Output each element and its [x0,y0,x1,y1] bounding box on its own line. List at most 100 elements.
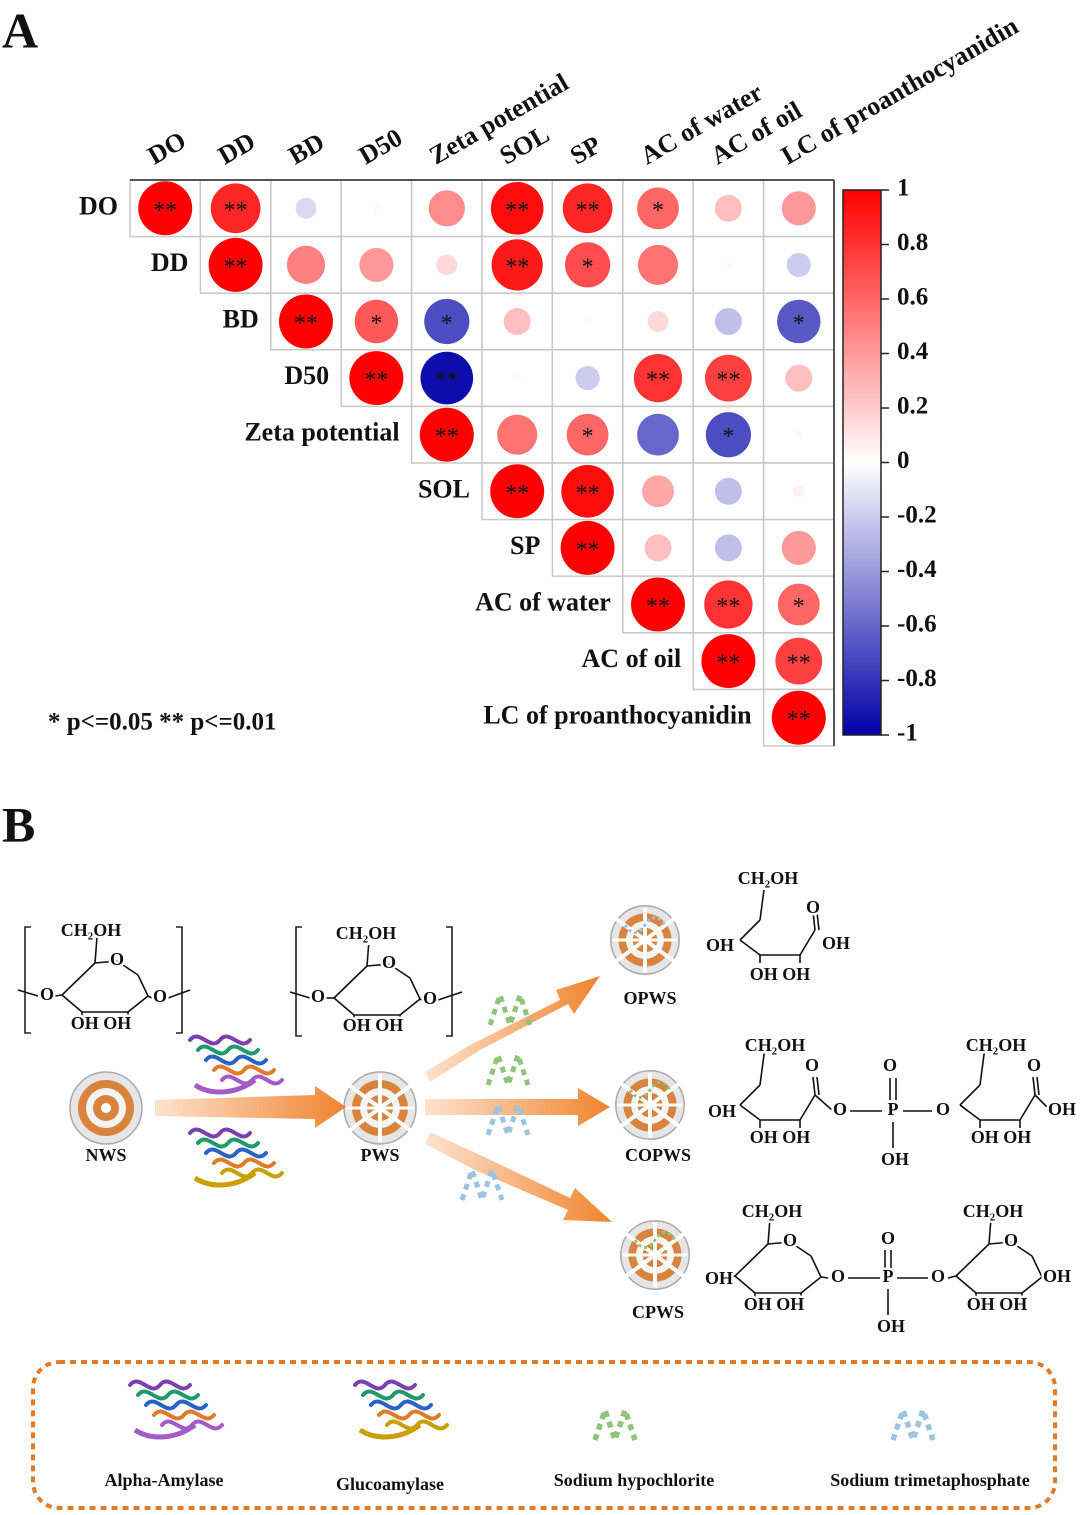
bond [816,1076,820,1096]
correlation-circle [714,477,742,505]
bond [814,1094,833,1111]
bond [167,989,191,999]
correlation-circle [372,204,381,213]
bracket [295,926,302,1037]
bond [789,1241,812,1257]
reagent-wave [592,1407,638,1443]
bond [799,1094,816,1121]
protein-helix [204,1054,268,1066]
panel-label: A [2,2,38,58]
colorbar-tick-label: -0.6 [897,611,937,638]
correlation-circle [777,583,820,626]
protein-helix [133,1422,197,1440]
significance-mark: ** [646,594,670,620]
column-label: Zeta potential [424,68,573,171]
colorbar-tick-label: -1 [897,720,918,747]
correlation-circle [705,354,752,402]
atom-label: O [311,986,325,1006]
atom-label: O [110,949,124,969]
bond [734,1275,756,1294]
modification-mark [633,1231,677,1249]
atom-label: CH₂OH [742,1201,802,1221]
bond [767,1217,771,1245]
bond [333,965,368,999]
atom-label: O [783,1230,797,1250]
bond [988,1241,1012,1245]
bond [1041,1276,1046,1279]
bond [739,939,761,956]
correlation-circle [701,634,756,689]
bond [979,1046,986,1086]
bond [820,1276,829,1279]
significance-mark: * [793,594,805,620]
bond [289,991,311,999]
correlation-circle [566,413,609,456]
correlation-circle [349,351,404,406]
bond [1010,1241,1033,1257]
colorbar-tick-label: -0.4 [897,556,937,583]
row-label: DD [151,248,189,277]
bond [759,1046,766,1086]
bond [1034,1094,1051,1111]
correlation-circle [724,261,733,269]
correlation-circle [436,254,458,276]
atom-label: O [423,988,437,1008]
row-label: DO [79,191,118,220]
colorbar-tick-label: 0.4 [897,338,929,365]
bond [333,997,355,1016]
reagent-wave [485,1052,531,1088]
correlation-circle [497,414,538,455]
column-label: BD [283,127,329,170]
correlation-circle [705,412,751,458]
atom-label: O [881,1228,895,1248]
atom-label: O [382,952,396,972]
colorbar [842,189,882,736]
column-label: SP [565,130,606,170]
correlation-circle [637,187,679,230]
colorbar-tick-label: 1 [897,175,910,202]
node-label: NWS [85,1145,126,1165]
granule [101,1103,111,1113]
bond [137,974,149,997]
atom-label: OH OH [744,1294,805,1314]
atom-label: OH [822,933,850,953]
bond [955,1243,990,1277]
row-label: BD [223,304,259,333]
bond [759,881,766,921]
bond [1031,1255,1043,1278]
atom-label: CH₂OH [963,1201,1023,1221]
correlation-circle [633,353,683,403]
node-label: PWS [360,1145,399,1165]
significance-mark: ** [646,368,670,394]
protein-helix [188,1127,252,1139]
bond [739,1084,761,1106]
bond [366,963,390,967]
correlation-circle [637,413,679,456]
legend-label: Glucoamylase [336,1474,444,1494]
legend-label: Sodium trimetaphosphate [830,1470,1030,1490]
colorbar-tick-label: -0.8 [897,665,937,692]
correlation-circle [637,244,679,285]
atom-label: OH OH [750,964,811,984]
correlation-circle [208,237,263,292]
correlation-circle [771,690,826,745]
row-label: D50 [284,361,329,390]
correlation-circle [490,464,545,519]
atom-label: CH₂OH [966,1035,1026,1055]
atom-label: O [931,1266,945,1286]
bond [1019,1094,1036,1121]
protein-helix [196,1044,260,1056]
correlation-circle [786,252,811,277]
bond [1036,1076,1040,1096]
correlation-circle [420,351,474,405]
correlation-circle [775,637,823,685]
modification-mark [628,1081,672,1099]
protein-helix [212,1157,276,1169]
row-label: SOL [418,474,470,503]
bond [988,1217,992,1245]
atom-label: OH OH [750,1127,811,1147]
bond [61,962,96,996]
correlation-circle [503,308,531,335]
significance-mark: ** [505,481,529,507]
significance-mark: * [722,424,734,450]
